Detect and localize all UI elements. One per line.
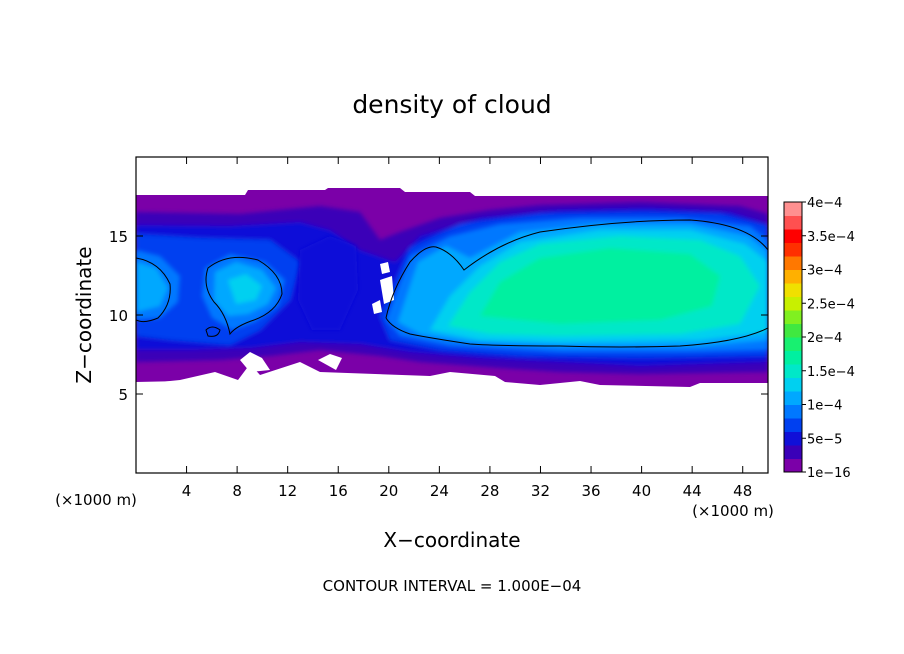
y-axis-label: Z−coordinate [72, 246, 96, 383]
contour-west-1 [136, 257, 171, 323]
contour-core [385, 219, 768, 348]
colorbar-label: 1e−4 [807, 399, 842, 414]
x-ticks: 4 8 12 16 20 24 28 32 36 40 44 48 [182, 157, 752, 500]
colorbar-swatch [784, 337, 802, 351]
colorbar-swatch [784, 256, 802, 270]
colorbar-swatch [784, 215, 802, 230]
colorbar-swatch [784, 269, 802, 284]
colorbar-swatch [784, 296, 802, 311]
x-tick-label: 48 [733, 482, 752, 500]
colorbar: 1e−16 5e−5 1e−4 1.5e−4 2e−4 2.5e−4 3e−4 3.5e−4 4… [783, 196, 855, 481]
contour-lines [136, 219, 768, 348]
colorbar-swatch [784, 445, 802, 459]
colorbar-swatch [784, 350, 802, 365]
y-tick-label: 5 [118, 386, 128, 404]
colorbar-swatch [784, 391, 802, 405]
colorbar-swatch [784, 229, 802, 243]
x-tick-label: 4 [182, 482, 192, 500]
x-tick-label: 16 [329, 482, 348, 500]
colorbar-swatch [784, 458, 802, 473]
x-tick-label: 32 [531, 482, 550, 500]
y-tick-label: 10 [109, 307, 128, 325]
x-tick-label: 36 [581, 482, 600, 500]
heatmap-field [136, 188, 768, 390]
colorbar-swatch [784, 283, 802, 297]
x-tick-label: 8 [232, 482, 242, 500]
y-ticks: 5 10 15 [109, 228, 768, 404]
colorbar-label: 2.5e−4 [807, 297, 855, 312]
x-tick-label: 24 [430, 482, 449, 500]
chart-title: density of cloud [352, 90, 551, 119]
colorbar-swatch [784, 377, 802, 392]
colorbar-swatch [784, 431, 802, 446]
y-tick-label: 15 [109, 228, 128, 246]
colorbar-swatch [784, 418, 802, 432]
colorbar-label: 2e−4 [807, 331, 842, 346]
colorbar-swatch [784, 404, 802, 419]
contour-west-2 [205, 256, 283, 336]
colorbar-swatch [784, 242, 802, 257]
x-axis-label: X−coordinate [383, 528, 520, 552]
colorbar-label: 3e−4 [807, 264, 842, 279]
colorbar-swatch [784, 364, 802, 378]
colorbar-swatch [784, 323, 802, 338]
x-tick-label: 44 [683, 482, 702, 500]
x-tick-label: 20 [379, 482, 398, 500]
x-tick-label: 40 [632, 482, 651, 500]
x-unit-left: (×1000 m) [55, 491, 137, 509]
x-tick-label: 28 [480, 482, 499, 500]
colorbar-label: 1e−16 [807, 466, 851, 481]
colorbar-label: 4e−4 [807, 196, 842, 211]
colorbar-swatch [784, 310, 802, 324]
x-unit-right: (×1000 m) [692, 502, 774, 520]
white-gaps [136, 262, 394, 390]
colorbar-label: 5e−5 [807, 432, 842, 447]
colorbar-label: 3.5e−4 [807, 230, 855, 245]
colorbar-label: 1.5e−4 [807, 365, 855, 380]
contour-west-3 [205, 326, 221, 337]
x-tick-label: 12 [278, 482, 297, 500]
contour-interval-note: CONTOUR INTERVAL = 1.000E−04 [323, 577, 582, 595]
colorbar-swatch [784, 202, 802, 216]
